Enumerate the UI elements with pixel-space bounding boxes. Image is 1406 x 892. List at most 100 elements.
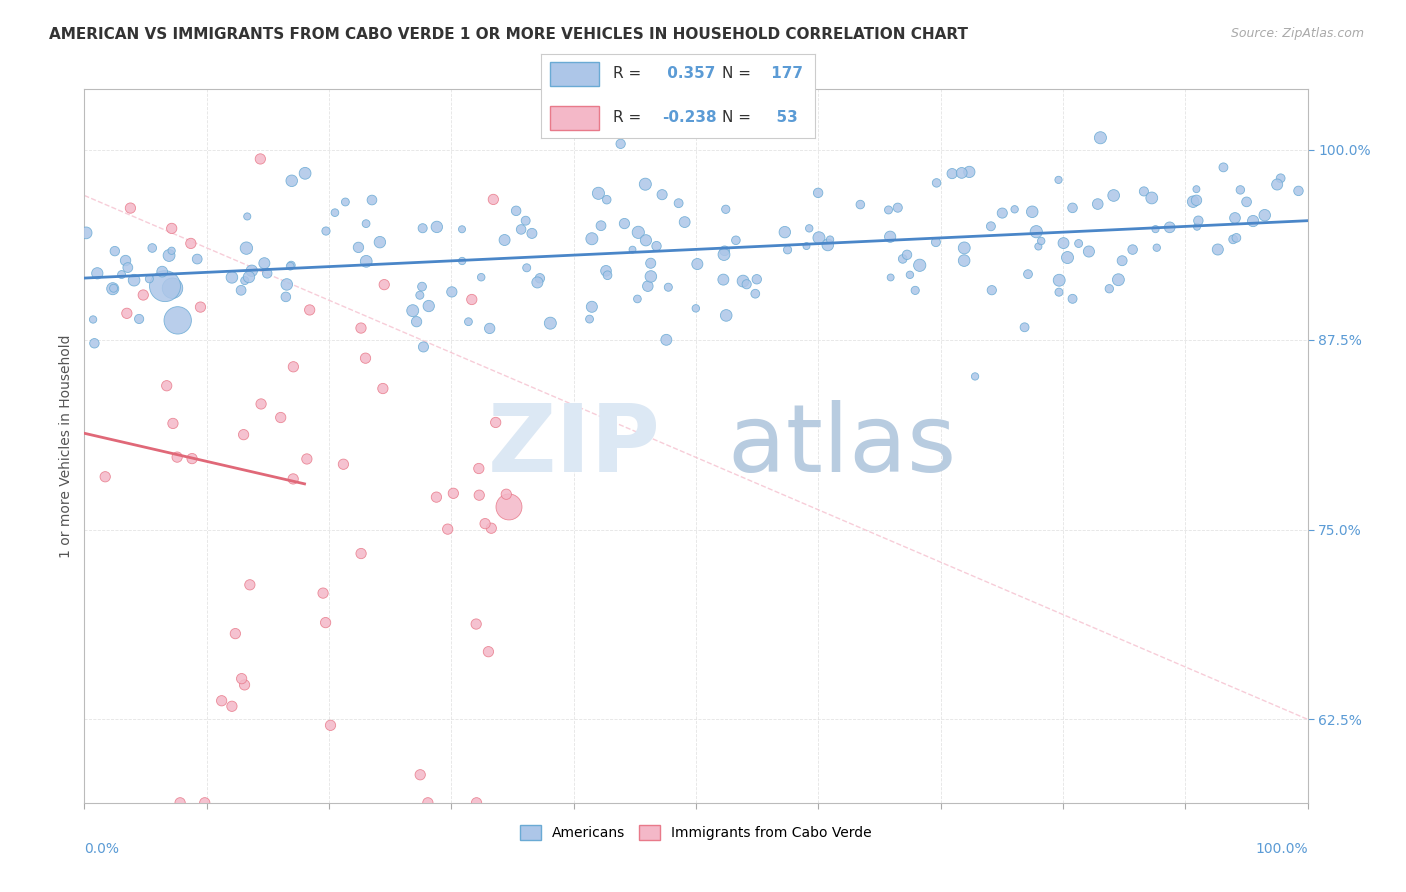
Point <box>418 299 440 313</box>
Point <box>441 486 464 500</box>
FancyBboxPatch shape <box>550 106 599 130</box>
Point <box>474 516 496 531</box>
Point <box>114 253 136 268</box>
Point <box>283 359 305 374</box>
Point <box>925 235 948 249</box>
Point <box>294 166 316 180</box>
Point <box>117 260 139 275</box>
Text: 177: 177 <box>766 66 803 81</box>
Text: -0.238: -0.238 <box>662 111 717 126</box>
Point <box>1014 320 1036 334</box>
Point <box>141 241 163 255</box>
Point <box>120 201 142 215</box>
Point <box>655 333 678 347</box>
Point <box>1111 253 1133 268</box>
Point <box>529 271 551 285</box>
Text: atlas: atlas <box>488 400 956 492</box>
Point <box>276 277 298 292</box>
Point <box>232 427 254 442</box>
Point <box>1182 194 1205 209</box>
Point <box>236 210 259 224</box>
Point <box>807 231 830 245</box>
Point <box>1031 234 1053 248</box>
Point <box>409 768 432 782</box>
Point <box>637 279 659 293</box>
Point <box>332 457 354 471</box>
Point <box>1021 204 1043 219</box>
Text: Source: ZipAtlas.com: Source: ZipAtlas.com <box>1230 27 1364 40</box>
Point <box>596 268 619 283</box>
Point <box>634 233 657 247</box>
Point <box>965 369 987 384</box>
Point <box>411 279 433 293</box>
Point <box>1144 222 1167 236</box>
Point <box>686 257 709 271</box>
Point <box>440 285 463 299</box>
Point <box>190 300 212 314</box>
Point <box>581 300 603 314</box>
Point <box>115 306 138 320</box>
Point <box>1107 273 1129 287</box>
Point <box>468 488 491 502</box>
Point <box>169 796 191 810</box>
Point <box>238 270 260 285</box>
Point <box>157 248 180 262</box>
Point <box>402 303 425 318</box>
Point <box>1047 285 1070 300</box>
Point <box>799 221 821 235</box>
Point <box>891 252 914 266</box>
Point <box>887 201 910 215</box>
FancyBboxPatch shape <box>550 62 599 86</box>
Text: N =: N = <box>723 66 751 81</box>
Point <box>239 578 262 592</box>
Point <box>1223 211 1246 225</box>
Point <box>233 678 256 692</box>
Point <box>412 340 434 354</box>
Point <box>818 233 841 247</box>
Point <box>744 286 766 301</box>
Point <box>796 239 818 253</box>
Text: ZIP: ZIP <box>488 400 661 492</box>
Point <box>250 397 273 411</box>
Point <box>110 268 132 282</box>
Point <box>233 274 256 288</box>
Point <box>510 222 533 236</box>
Point <box>166 313 188 327</box>
Point <box>315 224 337 238</box>
Point <box>75 226 97 240</box>
Point <box>657 280 679 294</box>
Point <box>278 259 301 273</box>
Point <box>1236 194 1258 209</box>
Point <box>478 321 501 335</box>
Point <box>1090 130 1112 145</box>
Point <box>941 167 963 181</box>
Point <box>807 186 830 200</box>
Point <box>925 176 948 190</box>
Point <box>773 225 796 239</box>
Text: AMERICAN VS IMMIGRANTS FROM CABO VERDE 1 OR MORE VEHICLES IN HOUSEHOLD CORRELATI: AMERICAN VS IMMIGRANTS FROM CABO VERDE 1… <box>49 27 969 42</box>
Point <box>1212 161 1234 175</box>
Legend: Americans, Immigrants from Cabo Verde: Americans, Immigrants from Cabo Verde <box>515 820 877 846</box>
Point <box>240 264 263 278</box>
Point <box>1265 178 1288 192</box>
Point <box>1159 220 1181 235</box>
Point <box>368 235 391 249</box>
Point <box>1004 202 1026 217</box>
Point <box>817 238 839 252</box>
Point <box>1140 191 1163 205</box>
Point <box>86 266 108 280</box>
Point <box>350 321 373 335</box>
Point <box>312 586 335 600</box>
Point <box>879 229 901 244</box>
Point <box>160 244 183 258</box>
Point <box>477 645 499 659</box>
Text: 0.0%: 0.0% <box>84 842 120 856</box>
Point <box>405 315 427 329</box>
Point <box>485 416 508 430</box>
Point <box>186 252 208 266</box>
Point <box>221 699 243 714</box>
Point <box>980 283 1002 297</box>
Point <box>953 253 976 268</box>
Point <box>94 469 117 483</box>
Point <box>1146 241 1168 255</box>
